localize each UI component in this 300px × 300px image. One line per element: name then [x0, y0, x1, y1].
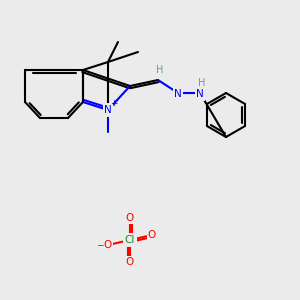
Text: O: O: [126, 257, 134, 267]
Text: +: +: [110, 100, 118, 109]
Text: O: O: [148, 230, 156, 240]
Text: O: O: [126, 213, 134, 223]
Text: O: O: [104, 240, 112, 250]
Text: Cl: Cl: [125, 235, 135, 245]
Text: −: −: [96, 241, 104, 250]
Text: H: H: [156, 65, 164, 75]
Text: H: H: [198, 78, 206, 88]
Text: N: N: [196, 89, 204, 99]
Text: N: N: [174, 89, 182, 99]
Text: N: N: [104, 105, 112, 115]
